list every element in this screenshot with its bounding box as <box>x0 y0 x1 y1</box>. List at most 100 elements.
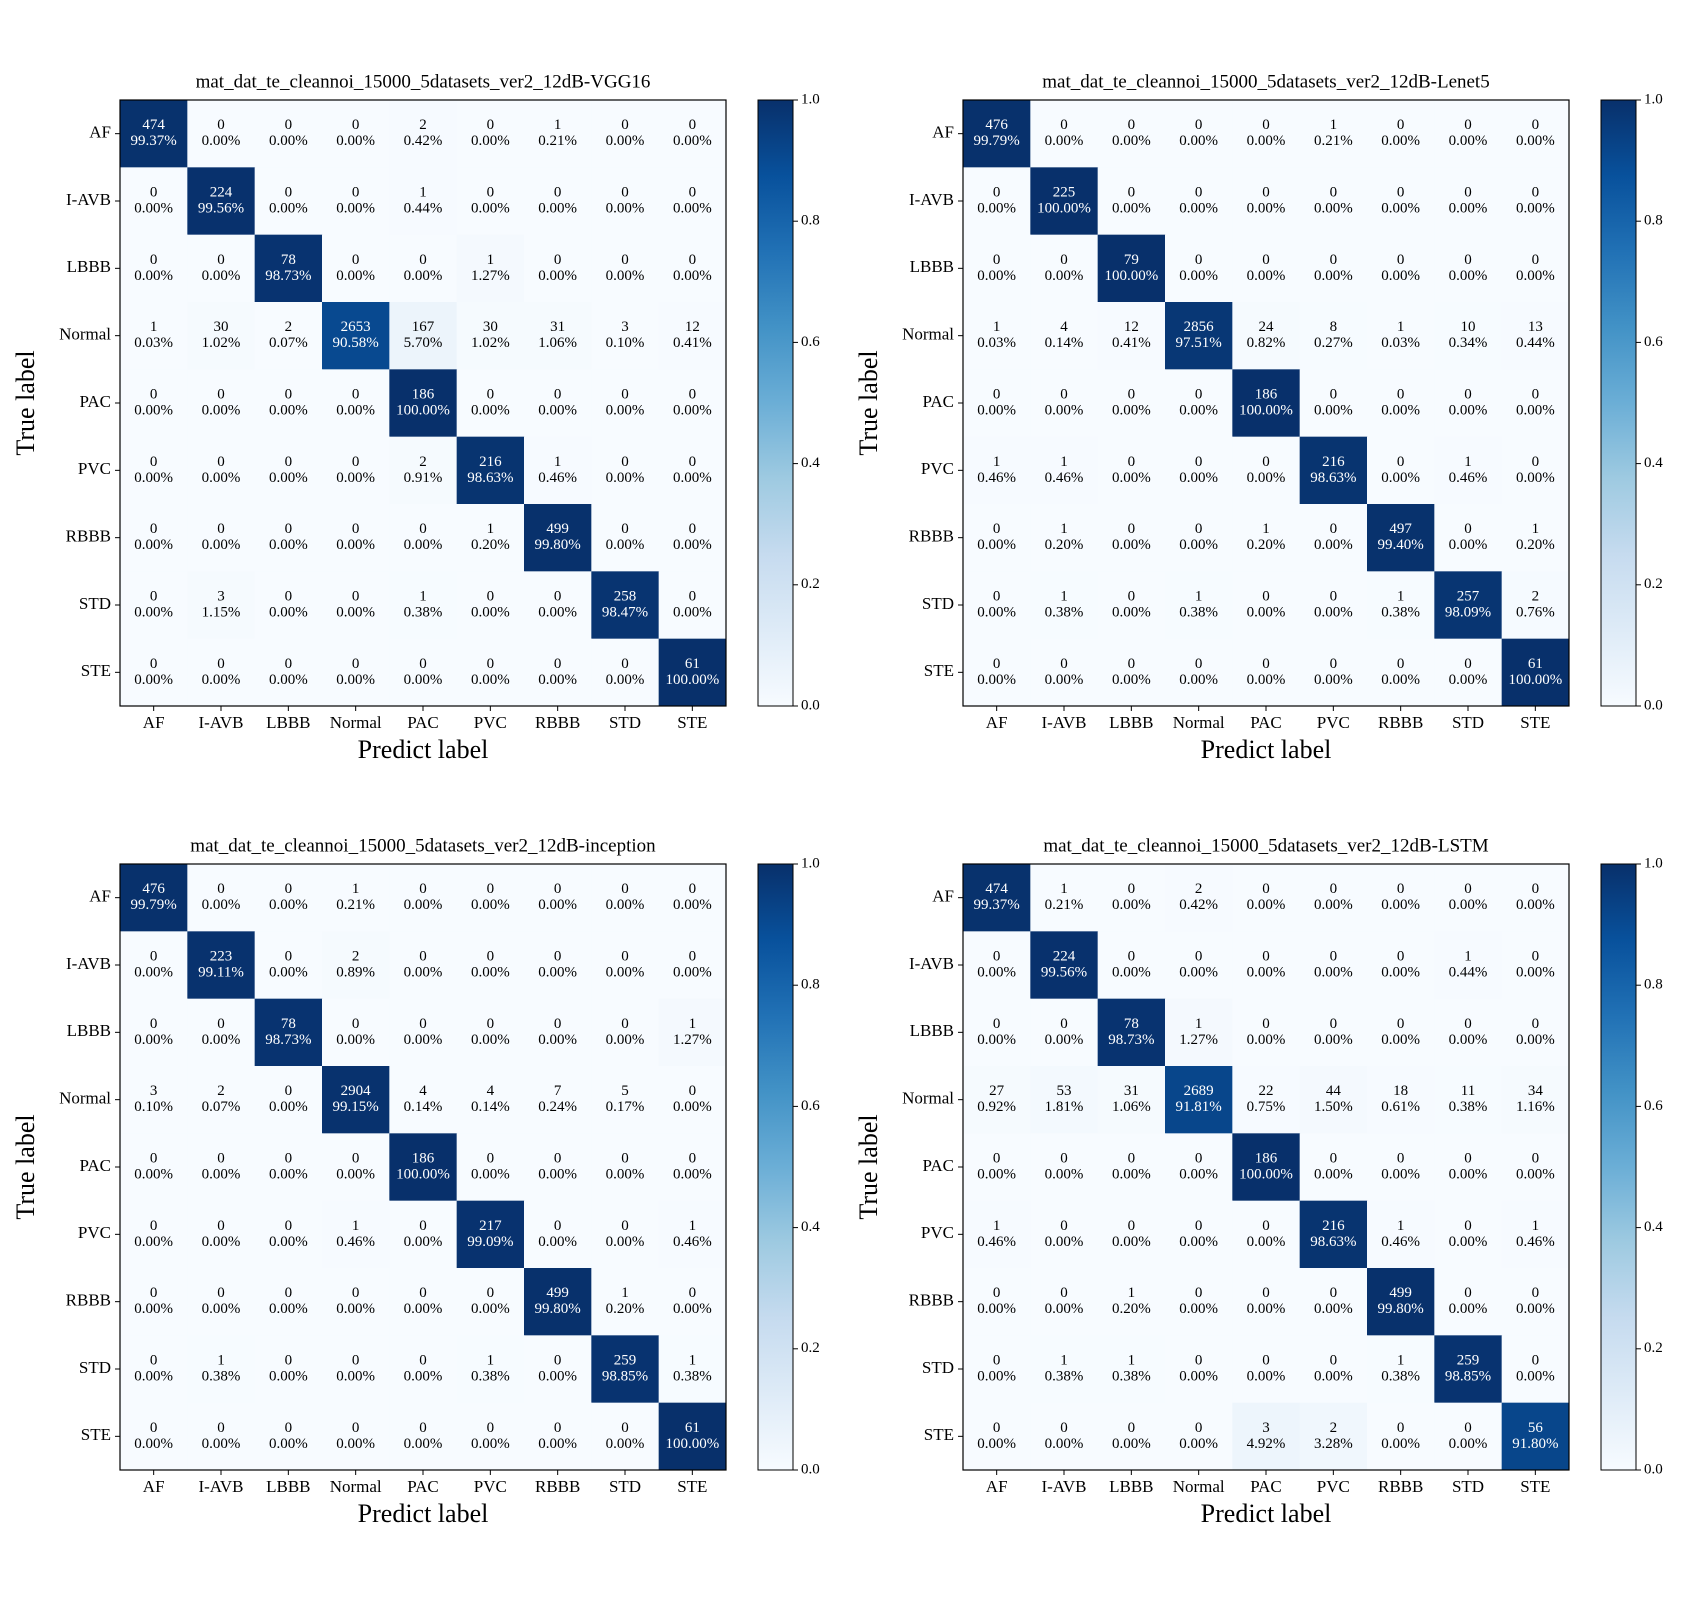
cell-count: 0 <box>689 588 697 604</box>
cell-count: 0 <box>150 948 158 964</box>
cell <box>187 234 256 303</box>
cell-count: 224 <box>210 184 233 200</box>
cell-count: 1 <box>1195 588 1203 604</box>
cell-percent: 0.00% <box>134 1436 173 1452</box>
cell <box>1232 369 1301 438</box>
cell-count: 0 <box>1128 1150 1136 1166</box>
cell <box>187 638 256 707</box>
cell-percent: 1.27% <box>673 1032 712 1048</box>
cell-percent: 0.41% <box>1112 335 1151 351</box>
cell <box>524 571 592 640</box>
cell <box>1367 571 1435 640</box>
cell-percent: 0.00% <box>1179 964 1218 980</box>
cell-percent: 0.00% <box>977 1368 1016 1384</box>
cell-count: 0 <box>352 1352 360 1368</box>
cell <box>1097 1133 1166 1202</box>
cell-percent: 0.00% <box>1179 537 1218 553</box>
cell-percent: 0.00% <box>404 1234 443 1250</box>
cell-count: 0 <box>1128 454 1136 470</box>
cell-count: 0 <box>1330 656 1338 672</box>
cell-percent: 0.00% <box>673 268 712 284</box>
cell-percent: 0.38% <box>1045 1368 1084 1384</box>
cell-percent: 0.00% <box>1516 964 1555 980</box>
cell <box>1367 1200 1435 1269</box>
cell <box>591 1268 660 1336</box>
cell <box>963 1200 1031 1269</box>
cell-count: 0 <box>352 1420 360 1436</box>
cell-count: 0 <box>1532 184 1540 200</box>
cell <box>456 1133 525 1202</box>
cell-count: 186 <box>412 1150 435 1166</box>
y-tick-label: RBBB <box>909 1291 954 1310</box>
x-tick-label: AF <box>986 1477 1008 1496</box>
cell-percent: 0.00% <box>404 1032 443 1048</box>
cell-percent: 0.00% <box>606 200 645 216</box>
cell-percent: 0.00% <box>538 268 577 284</box>
cell <box>1165 436 1233 505</box>
cell-count: 186 <box>412 386 435 402</box>
cell <box>658 1402 727 1471</box>
cell-count: 0 <box>621 454 629 470</box>
cell-percent: 0.00% <box>1381 964 1420 980</box>
cell-percent: 0.07% <box>202 1099 241 1115</box>
cell-percent: 0.00% <box>977 672 1016 688</box>
cell <box>120 302 188 370</box>
cell <box>120 998 188 1067</box>
cell <box>524 1200 592 1269</box>
y-tick-label: Normal <box>59 1089 111 1108</box>
cell-percent: 1.50% <box>1314 1099 1353 1115</box>
cell <box>524 931 592 1000</box>
cell-percent: 0.46% <box>1381 1234 1420 1250</box>
cell-percent: 0.00% <box>606 1234 645 1250</box>
cell-percent: 0.34% <box>1449 335 1488 351</box>
cell <box>1501 234 1570 303</box>
x-tick-label: RBBB <box>535 713 580 732</box>
cell-percent: 0.00% <box>1314 964 1353 980</box>
colorbar <box>757 863 794 1471</box>
cell-count: 18 <box>1393 1083 1408 1099</box>
cell <box>254 571 323 640</box>
cell-count: 0 <box>1262 1016 1270 1032</box>
cell-count: 2 <box>1195 881 1203 897</box>
cell-count: 0 <box>1128 521 1136 537</box>
cell-percent: 0.00% <box>538 402 577 418</box>
cell-percent: 99.37% <box>131 133 177 149</box>
cell-percent: 0.00% <box>269 964 308 980</box>
cell-count: 0 <box>487 948 495 964</box>
cell-count: 0 <box>1195 1352 1203 1368</box>
cell-percent: 0.00% <box>1247 1368 1286 1384</box>
cell-count: 0 <box>689 948 697 964</box>
y-tick-label: AF <box>932 123 954 142</box>
cell-count: 0 <box>1262 1218 1270 1234</box>
cell-count: 0 <box>554 1420 562 1436</box>
y-tick-label: AF <box>932 887 954 906</box>
cell <box>322 234 390 303</box>
cell-percent: 0.00% <box>1247 1301 1286 1317</box>
cell <box>963 1335 1031 1404</box>
cell-percent: 1.81% <box>1045 1099 1084 1115</box>
cell-percent: 0.00% <box>1449 1166 1488 1182</box>
cell-percent: 0.38% <box>1179 604 1218 620</box>
cell <box>254 1402 323 1471</box>
cell-percent: 99.80% <box>535 537 581 553</box>
cell-count: 0 <box>1195 184 1203 200</box>
cell-count: 0 <box>285 184 293 200</box>
cell <box>187 436 256 505</box>
cell-percent: 0.00% <box>977 1301 1016 1317</box>
cell-count: 1 <box>993 454 1001 470</box>
cell-percent: 0.00% <box>673 537 712 553</box>
cell-count: 259 <box>614 1352 637 1368</box>
cell <box>1299 1133 1368 1202</box>
cell <box>1097 931 1166 1000</box>
cell-count: 1 <box>993 319 1001 335</box>
cell-count: 0 <box>487 1016 495 1032</box>
cell <box>187 302 256 370</box>
cell-percent: 0.42% <box>1179 897 1218 913</box>
cell-percent: 0.00% <box>1314 1166 1353 1182</box>
cell-percent: 0.00% <box>1381 1436 1420 1452</box>
cell-count: 0 <box>352 521 360 537</box>
y-tick-label: STD <box>79 594 111 613</box>
cell-count: 257 <box>1457 588 1480 604</box>
cell <box>1097 638 1166 707</box>
cell-count: 0 <box>217 1218 225 1234</box>
